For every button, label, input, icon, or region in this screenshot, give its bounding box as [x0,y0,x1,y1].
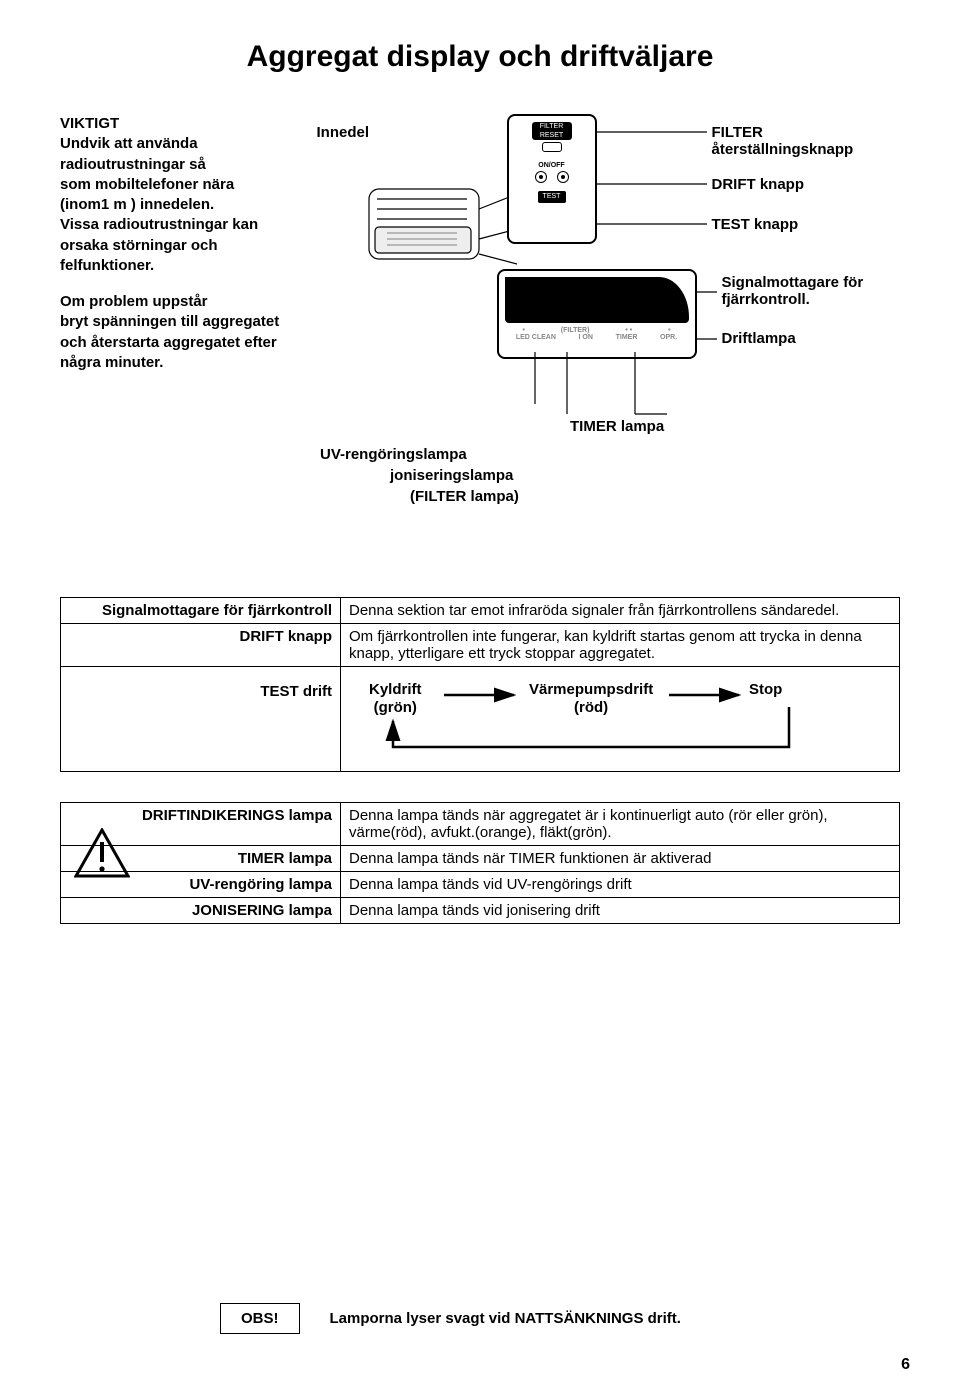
cell-desc: Denna lampa tänds när aggregatet är i ko… [341,803,900,846]
cell-label: TEST drift [61,667,341,772]
t: • • [625,327,632,334]
t: och återstarta aggregatet efter [60,334,277,351]
t: orsaka störningar och [60,237,218,254]
cell-desc: Denna sektion tar emot infraröda signale… [341,598,900,624]
callout-driftlampa: Driftlampa [722,330,796,347]
table-row: UV-rengöring lampa Denna lampa tänds vid… [61,872,900,898]
page-title: Aggregat display och driftväljare [60,40,900,74]
t: • [668,327,670,334]
table-row: DRIFTINDIKERINGS lampa Denna lampa tänds… [61,803,900,846]
cell-label: JONISERING lampa [61,898,341,924]
indicator-row1: • (FILTER) • • • [505,327,689,334]
callout-timer-lampa: TIMER lampa [570,418,664,435]
cell-desc: Denna lampa tänds vid UV-rengörings drif… [341,872,900,898]
reset-button-icon [542,142,562,152]
t: Vissa radioutrustningar kan [60,216,258,233]
knob-icon [557,171,569,183]
description-table-2: DRIFTINDIKERINGS lampa Denna lampa tänds… [60,802,900,924]
cell-desc: Denna lampa tänds vid jonisering drift [341,898,900,924]
table-row: TEST drift Kyldrift (grön) Värmepumpsdri… [61,667,900,772]
t: • [522,327,524,334]
cell-label: Signalmottagare för fjärrkontroll [61,598,341,624]
obs-box: OBS! [220,1303,300,1334]
t: Om problem uppstår [60,293,208,310]
knob-icon [535,171,547,183]
callout-signal: Signalmottagare för fjärrkontroll. [722,274,864,308]
page-number: 6 [901,1356,910,1374]
t: radioutrustningar så [60,156,206,173]
onoff-label: ON/OFF [509,162,595,169]
obs-text: Lamporna lyser svagt vid NATTSÄNKNINGS d… [330,1310,681,1327]
mode-cycle-diagram: Kyldrift (grön) Värmepumpsdrift (röd) St… [349,677,891,767]
table-row: JONISERING lampa Denna lampa tänds vid j… [61,898,900,924]
cell-label: DRIFT knapp [61,624,341,667]
bottom-indicator-labels: UV-rengöringslampa joniseringslampa (FIL… [320,444,900,507]
callout-filter-lampa: (FILTER lampa) [410,486,900,507]
cell-cycle: Kyldrift (grön) Värmepumpsdrift (röd) St… [341,667,900,772]
cell-desc: Om fjärrkontrollen inte fungerar, kan ky… [341,624,900,667]
control-panel-filter: FILTER RESET ON/OFF TEST [507,114,597,244]
t: bryt spänningen till aggregatet [60,313,279,330]
indicator-panel: • (FILTER) • • • LED CLEAN I ON TIMER OP… [497,269,697,359]
table-row: Signalmottagare för fjärrkontroll Denna … [61,598,900,624]
t: några minuter. [60,354,163,371]
table-row: TIMER lampa Denna lampa tänds när TIMER … [61,846,900,872]
t: (FILTER) [561,327,590,334]
obs-note: OBS! Lamporna lyser svagt vid NATTSÄNKNI… [220,1303,681,1334]
innedel-label: Innedel [317,124,370,141]
diagram-area: Innedel FILTER RESET ON/OFF TEST [367,114,901,434]
callout-filter-reset: FILTER återställningsknapp [712,124,901,158]
cell-desc: Denna lampa tänds när TIMER funktionen ä… [341,846,900,872]
cycle-arrows [349,677,839,767]
t: VIKTIGT [60,115,119,132]
t: Signalmottagare för [722,274,864,291]
caution-icon-row [74,828,130,878]
left-warning-text: VIKTIGT Undvik att använda radioutrustni… [60,114,347,434]
callout-drift-knapp: DRIFT knapp [712,176,805,193]
callout-jon: joniseringslampa [390,465,900,486]
callout-uv: UV-rengöringslampa [320,444,900,465]
t: fjärrkontroll. [722,291,810,308]
description-table-1: Signalmottagare för fjärrkontroll Denna … [60,597,900,772]
callout-test-knapp: TEST knapp [712,216,799,233]
onoff-knobs [509,171,595,183]
table-row: DRIFT knapp Om fjärrkontrollen inte fung… [61,624,900,667]
t: felfunktioner. [60,257,154,274]
receiver-window-icon [505,277,689,323]
top-section: VIKTIGT Undvik att använda radioutrustni… [60,114,900,434]
t: LED CLEAN [516,334,556,341]
caution-icon [74,828,130,878]
t: FILTER [540,123,564,130]
t: TIMER [616,334,638,341]
filter-reset-badge: FILTER RESET [532,122,572,140]
t: I ON [579,334,593,341]
unit-drawing [367,169,517,279]
t: Undvik att använda [60,135,198,152]
indicator-row2: LED CLEAN I ON TIMER OPR. [505,334,689,341]
t: som mobiltelefoner nära [60,176,234,193]
t: RESET [540,132,563,139]
test-badge: TEST [538,191,566,203]
t: (inom1 m ) innedelen. [60,196,214,213]
t: OPR. [660,334,677,341]
